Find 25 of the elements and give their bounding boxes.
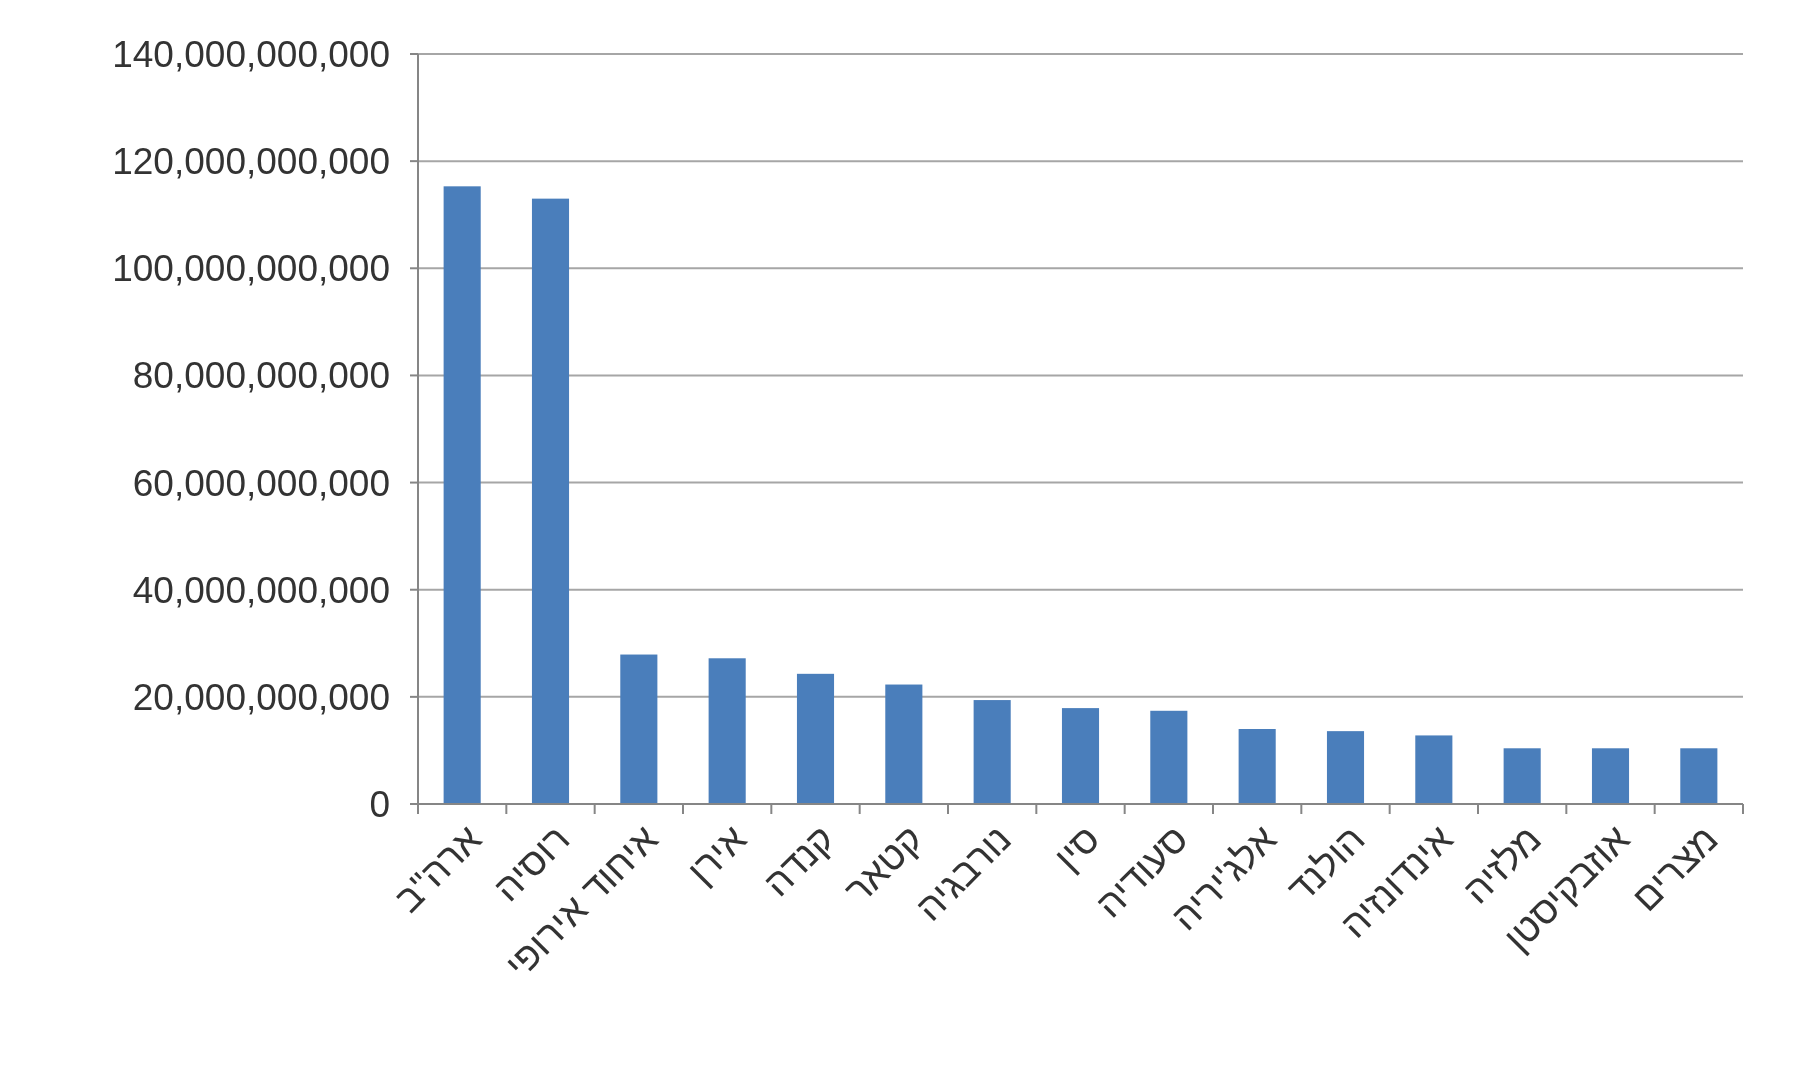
y-tick-label: 140,000,000,000: [112, 33, 390, 75]
bar: [1238, 729, 1276, 804]
bar: [885, 684, 923, 804]
bar: [708, 658, 746, 804]
bar: [973, 700, 1011, 804]
bar: [531, 198, 570, 804]
bar: [1680, 748, 1718, 804]
bar: [1150, 710, 1188, 804]
bar: [1415, 735, 1453, 804]
bar: [443, 186, 481, 804]
y-tick-label: 20,000,000,000: [132, 676, 390, 718]
x-tick-label: סין: [1046, 817, 1108, 879]
x-tick-label: קנדה: [755, 817, 843, 905]
bar: [1326, 731, 1365, 804]
bar: [1591, 748, 1630, 804]
bar: [1061, 708, 1100, 804]
y-tick-label: 80,000,000,000: [132, 355, 390, 397]
y-tick-label: 120,000,000,000: [112, 141, 390, 183]
x-tick-label: אירן: [679, 817, 755, 893]
y-tick-label: 100,000,000,000: [112, 248, 390, 290]
bar: [1503, 748, 1541, 804]
bar: [620, 654, 658, 804]
y-tick-label: 60,000,000,000: [132, 462, 390, 504]
bar: [796, 673, 835, 804]
y-tick-label: 40,000,000,000: [132, 569, 390, 611]
